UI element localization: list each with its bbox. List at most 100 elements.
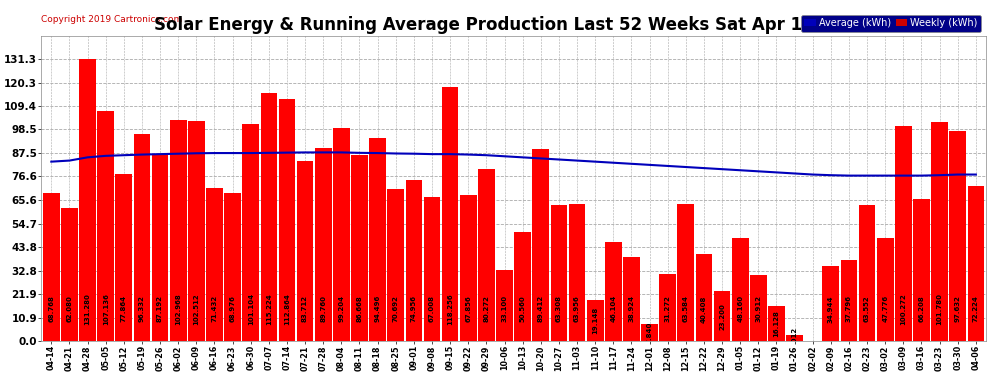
Text: 31.272: 31.272 (664, 296, 670, 322)
Bar (151, 154, 168, 341)
Bar (188, 121, 205, 341)
Text: 112.864: 112.864 (284, 293, 290, 325)
Bar (877, 238, 894, 341)
Bar (750, 274, 766, 341)
Text: 71.432: 71.432 (212, 295, 218, 322)
Text: 63.584: 63.584 (683, 296, 689, 322)
Bar (406, 180, 422, 341)
Text: 67.856: 67.856 (465, 296, 471, 322)
Text: 66.208: 66.208 (919, 296, 925, 322)
Text: 115.224: 115.224 (266, 293, 272, 325)
Bar (369, 138, 386, 341)
Text: 83.712: 83.712 (302, 296, 308, 322)
Text: 30.912: 30.912 (755, 296, 761, 322)
Bar (786, 334, 803, 341)
Bar (587, 300, 604, 341)
Bar (43, 193, 59, 341)
Text: 67.008: 67.008 (429, 296, 435, 322)
Text: 100.272: 100.272 (900, 293, 907, 325)
Bar (605, 242, 622, 341)
Bar (550, 205, 567, 341)
Bar (97, 111, 114, 341)
Text: 96.332: 96.332 (139, 296, 145, 322)
Bar (243, 124, 259, 341)
Bar (478, 169, 495, 341)
Text: 97.632: 97.632 (954, 296, 960, 322)
Text: 34.944: 34.944 (828, 295, 834, 322)
Text: 68.976: 68.976 (230, 296, 236, 322)
Bar (913, 199, 930, 341)
Text: 46.104: 46.104 (610, 295, 617, 322)
Text: Copyright 2019 Cartronics.com: Copyright 2019 Cartronics.com (42, 15, 182, 24)
Bar (351, 155, 368, 341)
Bar (677, 204, 694, 341)
Text: 99.204: 99.204 (339, 295, 345, 322)
Bar (768, 306, 785, 341)
Text: 50.560: 50.560 (520, 296, 526, 322)
Text: 37.796: 37.796 (846, 296, 852, 322)
Text: 23.200: 23.200 (719, 303, 725, 330)
Bar (659, 274, 676, 341)
Text: 102.512: 102.512 (193, 293, 199, 325)
Bar (841, 260, 857, 341)
Text: 7.840: 7.840 (646, 321, 652, 344)
Bar (225, 193, 241, 341)
Text: 72.224: 72.224 (973, 296, 979, 322)
Bar (278, 99, 295, 341)
Text: 94.496: 94.496 (374, 295, 380, 322)
Bar (732, 238, 748, 341)
Title: Solar Energy & Running Average Production Last 52 Weeks Sat Apr 13 19:26: Solar Energy & Running Average Productio… (154, 16, 873, 34)
Text: 40.408: 40.408 (701, 295, 707, 322)
Text: 48.160: 48.160 (738, 295, 743, 322)
Bar (895, 126, 912, 341)
Text: 70.692: 70.692 (393, 296, 399, 322)
Bar (116, 174, 132, 341)
Bar (460, 195, 476, 341)
Bar (61, 208, 78, 341)
Text: 101.780: 101.780 (937, 293, 942, 325)
Bar (424, 197, 441, 341)
Bar (79, 59, 96, 341)
Text: 63.956: 63.956 (574, 296, 580, 322)
Bar (387, 189, 404, 341)
Text: 107.136: 107.136 (103, 293, 109, 325)
Bar (260, 93, 277, 341)
Text: 80.272: 80.272 (483, 296, 489, 322)
Bar (170, 120, 186, 341)
Bar (932, 122, 948, 341)
Bar (315, 148, 332, 341)
Bar (568, 204, 585, 341)
Text: 19.148: 19.148 (592, 307, 598, 334)
Text: 62.080: 62.080 (66, 296, 72, 322)
Text: 74.956: 74.956 (411, 296, 417, 322)
Text: 38.924: 38.924 (629, 295, 635, 322)
Bar (333, 128, 349, 341)
Bar (533, 149, 549, 341)
Text: 33.100: 33.100 (502, 295, 508, 322)
Text: 87.192: 87.192 (157, 296, 163, 322)
Bar (823, 266, 840, 341)
Bar (858, 204, 875, 341)
Bar (714, 291, 731, 341)
Bar (496, 270, 513, 341)
Bar (515, 232, 531, 341)
Text: 118.256: 118.256 (447, 293, 453, 325)
Legend: Average (kWh), Weekly (kWh): Average (kWh), Weekly (kWh) (801, 15, 981, 32)
Bar (642, 324, 658, 341)
Bar (623, 257, 640, 341)
Bar (442, 87, 458, 341)
Text: 16.128: 16.128 (773, 310, 779, 337)
Text: 131.280: 131.280 (84, 293, 90, 325)
Text: 47.776: 47.776 (882, 295, 888, 322)
Text: 102.968: 102.968 (175, 293, 181, 325)
Text: 68.768: 68.768 (49, 296, 54, 322)
Bar (297, 161, 314, 341)
Bar (206, 188, 223, 341)
Text: 63.552: 63.552 (864, 296, 870, 322)
Bar (696, 254, 712, 341)
Bar (134, 134, 150, 341)
Bar (967, 186, 984, 341)
Text: 89.760: 89.760 (320, 296, 327, 322)
Text: 63.308: 63.308 (556, 296, 562, 322)
Text: 89.412: 89.412 (538, 295, 544, 322)
